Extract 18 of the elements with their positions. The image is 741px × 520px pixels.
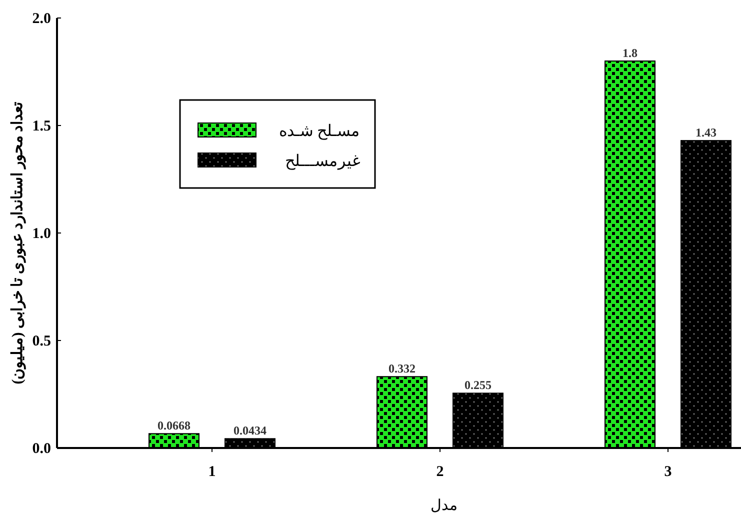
x-tick-label: 3 [664, 464, 672, 480]
legend-label: مسـلح شـده [279, 123, 360, 140]
data-label: 1.8 [622, 46, 638, 60]
y-tick-label: 0.5 [32, 334, 51, 350]
legend-label: غیرمســـلح [285, 153, 360, 170]
data-label: 0.332 [388, 362, 416, 376]
data-label: 0.0434 [234, 424, 266, 438]
y-tick-label: 2.0 [32, 11, 51, 27]
y-tick-label: 1.5 [32, 118, 51, 134]
y-tick-label: 1.0 [32, 226, 51, 242]
data-label: 0.255 [464, 378, 492, 392]
x-tick-label: 1 [208, 464, 216, 480]
y-tick-label: 0.0 [32, 441, 51, 457]
x-tick-label: 2 [436, 464, 444, 480]
data-label: 1.43 [696, 126, 716, 140]
x-axis-title: مدل [430, 498, 458, 514]
y-axis-title: تعداد محور استاندارد عبوری تا خرابی (میلیون) [10, 102, 26, 384]
data-label: 0.0668 [158, 418, 190, 433]
